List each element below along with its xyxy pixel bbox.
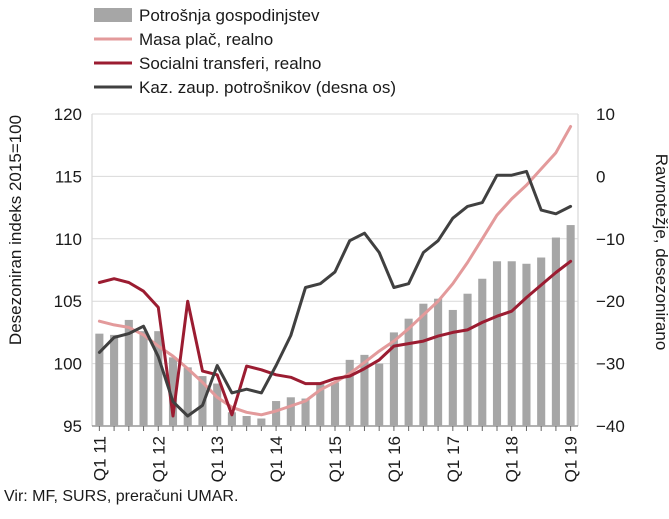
bar-potrosnja <box>272 401 281 426</box>
bar-potrosnja <box>227 412 236 426</box>
bar-potrosnja <box>257 418 266 426</box>
left-tick-label: 120 <box>54 105 82 124</box>
right-tick-label: −40 <box>596 417 625 436</box>
bar-potrosnja <box>286 397 295 426</box>
left-axis-title: Desezoniran indeks 2015=100 <box>6 115 25 345</box>
bar-potrosnja <box>566 225 575 426</box>
bar-potrosnja <box>139 331 148 426</box>
series-line-3 <box>97 169 573 418</box>
source-note: Vir: MF, SURS, preračuni UMAR. <box>4 488 239 505</box>
bar-potrosnja <box>478 278 487 426</box>
x-tick-label: Q1 18 <box>503 436 522 482</box>
bar-potrosnja <box>434 298 443 426</box>
legend-label: Potrošnja gospodinjstev <box>139 6 320 25</box>
bar-potrosnja <box>360 354 369 426</box>
bar-potrosnja <box>316 382 325 426</box>
right-tick-label: 0 <box>596 167 605 186</box>
bar-potrosnja <box>330 382 340 426</box>
gridlines <box>92 113 578 365</box>
right-axis-ticks: −40 −30 −20 −10 0 10 <box>596 105 625 436</box>
x-tick-label: Q1 13 <box>208 436 227 482</box>
bar-potrosnja <box>389 332 398 426</box>
bar-potrosnja <box>168 357 178 426</box>
bar-potrosnja <box>404 318 413 426</box>
series-line-2 <box>97 259 573 418</box>
bar-potrosnja <box>492 261 502 426</box>
right-tick-label: −20 <box>596 292 625 311</box>
left-tick-label: 115 <box>55 167 82 186</box>
right-axis-title: Ravnotežje, desezonirano <box>652 154 669 351</box>
bar-potrosnja <box>537 257 546 426</box>
left-tick-label: 105 <box>54 292 82 311</box>
bar-potrosnja <box>110 334 119 426</box>
left-axis-ticks: 95 100 105 110 115 120 <box>54 105 82 436</box>
x-tick-label: Q1 17 <box>444 436 463 482</box>
bars-potrosnja <box>95 225 575 426</box>
bar-potrosnja <box>345 359 354 426</box>
x-tick-label: Q1 16 <box>385 436 404 482</box>
right-tick-label: 10 <box>596 105 615 124</box>
legend-label: Masa plač, realno <box>139 30 273 49</box>
legend-label: Socialni transferi, realno <box>139 54 321 73</box>
left-tick-label: 100 <box>54 355 82 374</box>
series-line-1 <box>97 125 573 417</box>
bar-potrosnja <box>419 303 428 426</box>
right-tick-label: −10 <box>596 230 625 249</box>
series-lines <box>97 125 573 418</box>
x-tick-label: Q1 12 <box>149 436 168 482</box>
legend-label: Kaz. zaup. potrošnikov (desna os) <box>139 78 396 97</box>
x-tick-label: Q1 11 <box>90 436 109 481</box>
x-tick-label: Q1 14 <box>267 436 286 482</box>
legend: Potrošnja gospodinjstev Masa plač, realno… <box>94 6 396 97</box>
bar-potrosnja <box>301 398 310 426</box>
x-tick-label: Q1 15 <box>326 436 345 482</box>
bar-potrosnja <box>154 331 163 426</box>
bar-potrosnja <box>183 367 192 426</box>
bar-potrosnja <box>375 363 384 426</box>
legend-swatch <box>94 8 132 22</box>
left-tick-label: 110 <box>55 230 82 249</box>
x-axis-ticks: Q1 11 Q1 12 Q1 13 Q1 14 Q1 15 Q1 16 Q1 17 Q1 18… <box>90 426 581 482</box>
bar-potrosnja <box>242 416 251 426</box>
bar-potrosnja <box>124 319 133 426</box>
right-tick-label: −30 <box>596 355 625 374</box>
bar-potrosnja <box>522 263 531 426</box>
bar-potrosnja <box>507 261 516 426</box>
bar-potrosnja <box>95 333 104 426</box>
bar-potrosnja <box>463 293 472 426</box>
bar-potrosnja <box>198 376 207 426</box>
x-tick-label: Q1 19 <box>562 436 581 482</box>
bar-potrosnja <box>448 309 457 426</box>
left-tick-label: 95 <box>63 417 82 436</box>
bar-potrosnja <box>551 237 560 426</box>
bar-potrosnja <box>213 383 222 426</box>
